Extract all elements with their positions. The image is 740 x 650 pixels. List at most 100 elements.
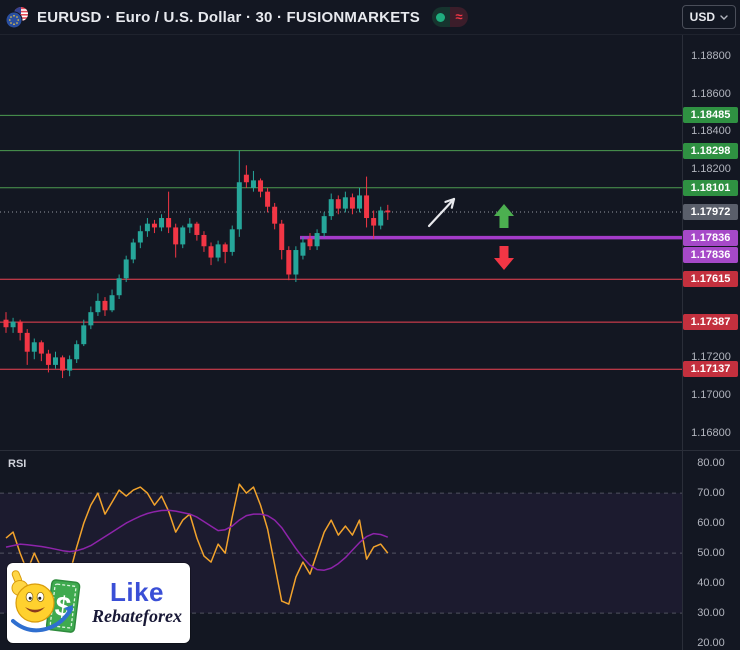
candle-body: [208, 246, 214, 258]
price-badge-entry-ray: 1.17836: [683, 246, 738, 263]
candle-body: [52, 357, 58, 365]
candle-body: [215, 244, 221, 258]
rsi-axis-tick[interactable]: 50.00: [697, 547, 725, 560]
candle-body: [45, 353, 51, 365]
candle-body: [307, 238, 313, 247]
candle-body: [265, 191, 271, 207]
price-axis-tick[interactable]: 1.18800: [691, 50, 731, 63]
candle-body: [222, 244, 228, 252]
candle-body: [3, 319, 9, 328]
pane-separator[interactable]: [0, 450, 740, 451]
candle-body: [88, 312, 94, 326]
candle-body: [116, 278, 122, 296]
candle-body: [371, 218, 377, 226]
candle-body: [109, 295, 115, 311]
trend-arrow-head: [444, 197, 456, 203]
currency-label: USD: [689, 10, 715, 24]
down-arrow-marker[interactable]: [494, 246, 514, 270]
candle-body: [243, 174, 249, 183]
price-axis-tick[interactable]: 1.17200: [691, 351, 731, 364]
candle-body: [95, 300, 101, 313]
smiley-thumbs-up-dollar-icon: $: [11, 570, 81, 633]
currency-dropdown[interactable]: USD: [681, 5, 736, 29]
candle-body: [102, 300, 108, 311]
candle-body: [151, 223, 157, 228]
price-badge-support: 1.17615: [683, 271, 738, 288]
candle-body: [173, 227, 179, 245]
symbol-title[interactable]: EURUSD · Euro / U.S. Dollar · 30 · FUSIO…: [37, 8, 420, 26]
candle-body: [31, 342, 37, 352]
candle-body: [300, 242, 306, 256]
candle-body: [293, 250, 299, 275]
candle-body: [258, 180, 264, 192]
price-axis-tick[interactable]: 1.18200: [691, 163, 731, 176]
candle-body: [159, 218, 165, 228]
price-badge-support: 1.17387: [683, 314, 738, 331]
price-badge-support: 1.17137: [683, 361, 738, 378]
candle-body: [321, 216, 327, 234]
chevron-down-icon: [720, 14, 728, 20]
price-axis-tick[interactable]: 1.16800: [691, 426, 731, 439]
price-badge-resistance: 1.18101: [683, 179, 738, 196]
candle-body: [349, 197, 355, 209]
price-axis-border: [682, 35, 683, 650]
candle-body: [385, 210, 391, 213]
candle-body: [17, 321, 23, 333]
watermark-title: Like: [109, 577, 165, 607]
candle-body: [24, 332, 30, 352]
candle-body: [81, 325, 87, 345]
eurusd-flag-pair-icon: [5, 7, 28, 29]
candle-body: [166, 218, 172, 228]
candle-body: [272, 206, 278, 224]
candle-body: [144, 223, 150, 232]
symbol-header-bar: EURUSD · Euro / U.S. Dollar · 30 · FUSIO…: [0, 0, 740, 35]
rsi-axis-tick[interactable]: 30.00: [697, 607, 725, 620]
market-status-toggle[interactable]: ≈: [431, 7, 468, 27]
candle-body: [314, 233, 320, 247]
candle-body: [60, 357, 66, 371]
rsi-axis-tick[interactable]: 80.00: [697, 457, 725, 470]
candle-body: [194, 223, 200, 235]
price-badge-resistance: 1.18298: [683, 142, 738, 159]
delayed-data-icon: ≈: [455, 9, 463, 24]
up-arrow-marker[interactable]: [494, 204, 514, 228]
price-badge-last-price: 1.17972: [683, 203, 738, 220]
trend-arrow-drawing[interactable]: [427, 197, 456, 228]
candle-body: [342, 197, 348, 209]
market-open-dot-icon: [436, 12, 446, 22]
candle-body: [335, 199, 341, 209]
rsi-axis-tick[interactable]: 20.00: [697, 637, 725, 650]
rsi-axis-tick[interactable]: 40.00: [697, 577, 725, 590]
candle-body: [137, 231, 143, 243]
candle-body: [187, 223, 193, 228]
price-axis-tick[interactable]: 1.18600: [691, 87, 731, 100]
price-badge-entry-ray: 1.17836: [683, 229, 738, 246]
rsi-axis-tick[interactable]: 60.00: [697, 517, 725, 530]
candle-body: [328, 199, 334, 217]
candle-body: [130, 242, 136, 260]
price-badge-resistance: 1.18485: [683, 107, 738, 124]
candle-body: [123, 259, 129, 279]
rebateforex-watermark: $ Like Rebateforex: [7, 563, 190, 643]
candle-body: [378, 210, 384, 226]
candle-body: [279, 223, 285, 251]
candle-body: [250, 180, 256, 188]
watermark-subtitle: Rebateforex: [92, 606, 182, 626]
candle-body: [364, 195, 370, 219]
rsi-ma-line: [5, 509, 389, 571]
candle-body: [67, 359, 73, 371]
candle-body: [38, 342, 44, 354]
candle-body: [357, 195, 362, 209]
candle-body: [286, 250, 292, 275]
rsi-indicator-label[interactable]: RSI: [8, 458, 27, 470]
candle-body: [229, 229, 235, 252]
candle-body: [201, 234, 207, 247]
price-axis-tick[interactable]: 1.17000: [691, 389, 731, 402]
rsi-axis-tick[interactable]: 70.00: [697, 487, 725, 500]
trend-arrow-head: [450, 197, 456, 209]
candle-body: [180, 227, 186, 245]
candle-body: [10, 321, 16, 328]
price-axis-tick[interactable]: 1.18400: [691, 125, 731, 138]
